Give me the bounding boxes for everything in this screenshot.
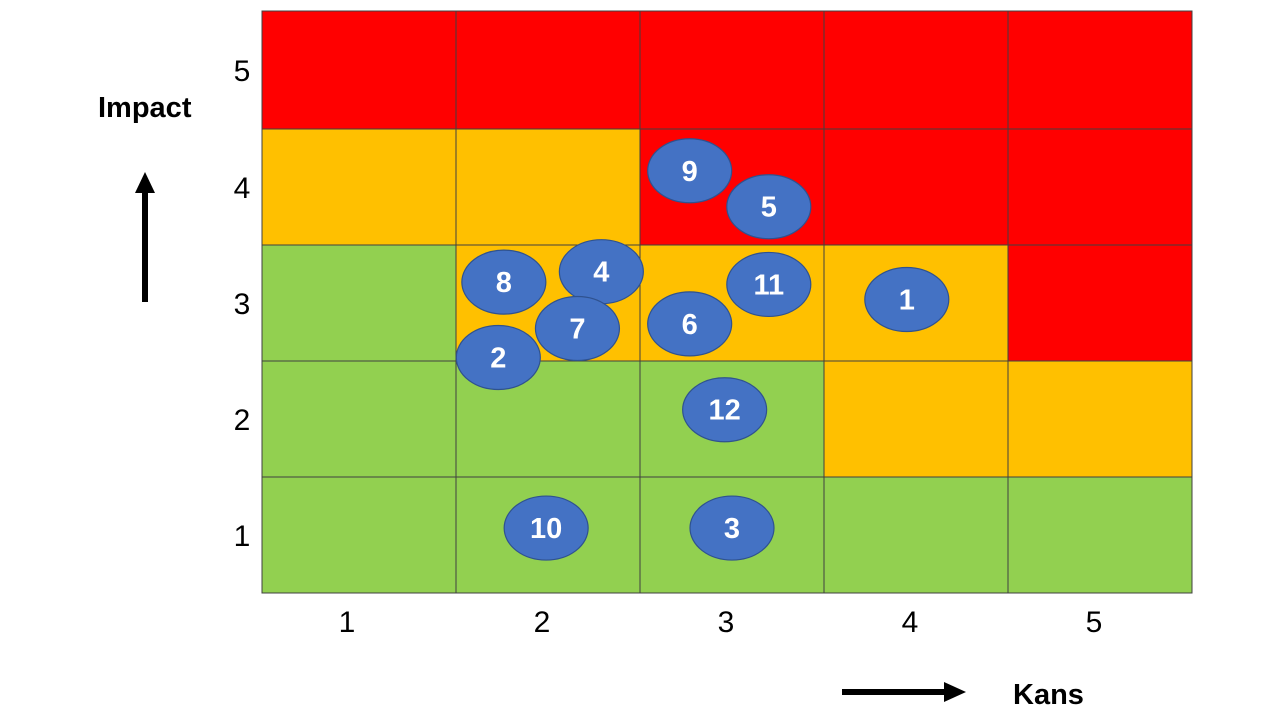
risk-bubble-10: 10 bbox=[503, 495, 589, 561]
matrix-cell-kans1-impact1 bbox=[261, 476, 457, 594]
risk-bubble-1: 1 bbox=[864, 266, 950, 333]
matrix-cell-kans1-impact3 bbox=[261, 244, 457, 362]
risk-bubble-2: 2 bbox=[455, 324, 541, 391]
risk-bubble-label: 9 bbox=[682, 156, 698, 188]
x-tick-label: 1 bbox=[339, 606, 356, 639]
matrix-cell-kans4-impact4 bbox=[823, 128, 1009, 246]
x-tick-label: 4 bbox=[902, 606, 919, 639]
risk-bubble-label: 11 bbox=[753, 269, 784, 301]
risk-bubble-label: 1 bbox=[899, 285, 915, 317]
matrix-cell-kans5-impact4 bbox=[1007, 128, 1193, 246]
risk-bubble-label: 8 bbox=[496, 267, 512, 299]
risk-bubble-label: 3 bbox=[724, 513, 740, 545]
risk-bubble-label: 12 bbox=[709, 395, 741, 427]
risk-bubble-label: 4 bbox=[593, 257, 609, 289]
risk-bubble-3: 3 bbox=[689, 495, 775, 561]
risk-bubble-shape bbox=[682, 377, 768, 443]
risk-bubble-6: 6 bbox=[647, 291, 733, 357]
matrix-cell-kans5-impact3 bbox=[1007, 244, 1193, 362]
risk-bubble-shape bbox=[534, 295, 621, 362]
risk-bubble-shape bbox=[726, 251, 812, 318]
matrix-cell-kans4-impact5 bbox=[823, 10, 1009, 130]
y-axis-arrow-icon bbox=[135, 172, 155, 302]
matrix-cell-kans1-impact4 bbox=[261, 128, 457, 246]
risk-bubble-shape bbox=[726, 174, 812, 240]
risk-bubble-label: 7 bbox=[569, 314, 585, 346]
matrix-cell-kans5-impact5 bbox=[1007, 10, 1193, 130]
risk-bubble-label: 2 bbox=[490, 343, 506, 375]
matrix-cell-kans4-impact1 bbox=[823, 476, 1009, 594]
risk-bubble-label: 5 bbox=[761, 192, 777, 224]
risk-bubble-11: 11 bbox=[726, 251, 812, 318]
y-tick-label: 4 bbox=[234, 172, 251, 205]
matrix-cell-kans5-impact2 bbox=[1007, 360, 1193, 478]
y-tick-label: 2 bbox=[234, 404, 251, 437]
matrix-cell-kans2-impact5 bbox=[455, 10, 641, 130]
x-axis-title: Kans bbox=[1013, 679, 1084, 711]
risk-bubble-shape bbox=[503, 495, 589, 561]
matrix-cell-kans2-impact4 bbox=[455, 128, 641, 246]
risk-bubble-7: 7 bbox=[534, 295, 621, 362]
x-axis-arrow-icon bbox=[842, 682, 966, 702]
risk-bubble-8: 8 bbox=[461, 249, 547, 315]
risk-bubble-12: 12 bbox=[682, 377, 768, 443]
matrix-cell-kans1-impact2 bbox=[261, 360, 457, 478]
matrix-cell-kans5-impact1 bbox=[1007, 476, 1193, 594]
risk-bubble-shape bbox=[455, 324, 541, 391]
y-axis-title: Impact bbox=[98, 92, 192, 124]
risk-bubble-5: 5 bbox=[726, 174, 812, 240]
risk-bubble-shape bbox=[461, 249, 547, 315]
risk-bubble-9: 9 bbox=[647, 138, 733, 204]
x-tick-label: 2 bbox=[534, 606, 551, 639]
x-tick-label: 5 bbox=[1086, 606, 1103, 639]
risk-bubble-label: 6 bbox=[682, 309, 698, 341]
risk-bubble-shape bbox=[689, 495, 775, 561]
y-tick-label: 3 bbox=[234, 288, 251, 321]
y-tick-label: 1 bbox=[234, 520, 251, 553]
risk-bubble-shape bbox=[647, 291, 733, 357]
risk-bubble-shape bbox=[864, 266, 950, 333]
risk-bubble-label: 10 bbox=[530, 513, 562, 545]
matrix-cell-kans1-impact5 bbox=[261, 10, 457, 130]
matrix-cell-kans3-impact5 bbox=[639, 10, 825, 130]
matrix-cell-kans4-impact2 bbox=[823, 360, 1009, 478]
risk-bubble-shape bbox=[647, 138, 733, 204]
risk-bubble-4: 4 bbox=[558, 239, 644, 305]
x-tick-label: 3 bbox=[718, 606, 735, 639]
y-tick-label: 5 bbox=[234, 55, 251, 88]
